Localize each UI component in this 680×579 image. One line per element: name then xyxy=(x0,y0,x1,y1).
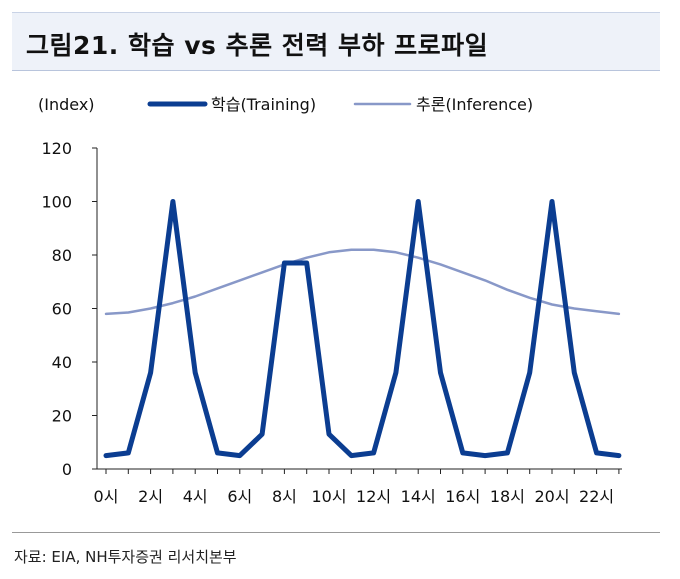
title-bar: 그림21. 학습 vs 추론 전력 부하 프로파일 xyxy=(12,12,660,71)
x-tick-label: 20시 xyxy=(534,487,569,506)
x-tick-label: 6시 xyxy=(227,487,252,506)
title-divider xyxy=(12,70,660,71)
inference-series-line xyxy=(104,248,621,316)
legend-label-inference: 추론(Inference) xyxy=(416,95,533,114)
x-tick-label: 16시 xyxy=(445,487,480,506)
training-series-line xyxy=(103,199,622,459)
y-axis-label: (Index) xyxy=(38,95,95,114)
legend-label-training: 학습(Training) xyxy=(211,95,316,114)
legend: 학습(Training) 추론(Inference) xyxy=(147,95,533,114)
x-tick-label: 14시 xyxy=(401,487,436,506)
y-tick-label: 60 xyxy=(52,300,72,319)
y-tick-label: 100 xyxy=(41,193,72,212)
x-tick-label: 12시 xyxy=(356,487,391,506)
x-tick-label: 18시 xyxy=(490,487,525,506)
y-tick-label: 80 xyxy=(52,246,72,265)
axes: 0 20 40 60 80 100 120 0시 2시 4시 6시 8시 10시 12시 14시 16시 18시… xyxy=(41,139,622,506)
x-tick-label: 22시 xyxy=(579,487,614,506)
y-tick-label: 20 xyxy=(52,407,72,426)
x-tick-label: 8시 xyxy=(272,487,297,506)
page-title: 그림21. 학습 vs 추론 전력 부하 프로파일 xyxy=(26,31,489,60)
series-layer xyxy=(103,199,622,459)
y-tick-label: 0 xyxy=(62,460,72,479)
x-tick-label: 10시 xyxy=(311,487,346,506)
x-tick-label: 0시 xyxy=(94,487,119,506)
y-tick-label: 40 xyxy=(52,353,72,372)
source-note: 자료: EIA, NH투자증권 리서치본부 xyxy=(14,548,237,566)
x-tick-label: 2시 xyxy=(138,487,163,506)
x-tick-label: 4시 xyxy=(183,487,208,506)
y-tick-label: 120 xyxy=(41,139,72,158)
source-divider xyxy=(12,532,660,533)
